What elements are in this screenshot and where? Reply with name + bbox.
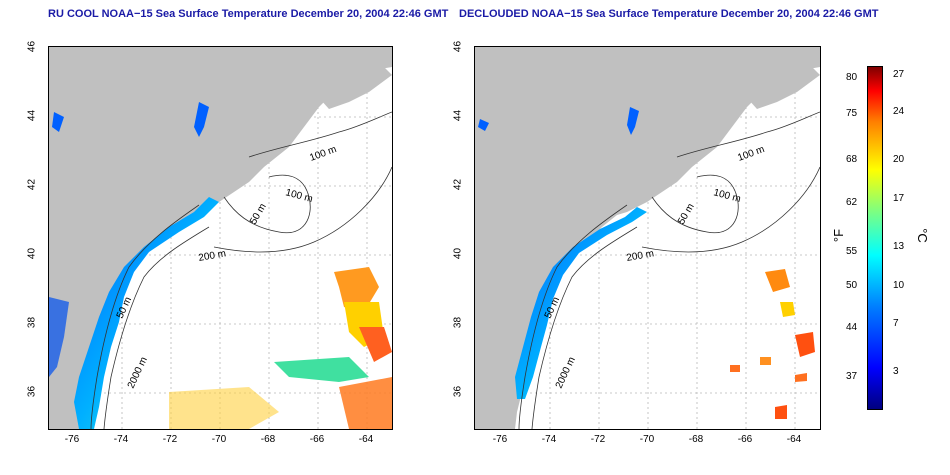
lat-tick: 44 (26, 109, 38, 122)
contour-label-100a: 100 m (736, 144, 766, 164)
colorbar-f-tick: 75 (846, 108, 858, 119)
lat-tick: 42 (26, 178, 38, 191)
fahrenheit-unit-label: °F (831, 228, 847, 243)
lat-tick: 46 (452, 40, 464, 53)
colorbar-f-tick: 68 (846, 154, 858, 165)
lon-tick: -68 (260, 434, 276, 445)
lon-tick: -72 (590, 434, 606, 445)
lon-tick: -70 (639, 434, 655, 445)
temperature-colorbar (867, 66, 883, 410)
right-map-graphic: 100 m 100 m 50 m 200 m 50 m 2000 m (475, 47, 820, 429)
lon-tick: -68 (688, 434, 704, 445)
lon-tick: -76 (64, 434, 80, 445)
colorbar-c-tick: 7 (893, 318, 899, 329)
lat-tick: 38 (26, 316, 38, 329)
colorbar-f-tick: 80 (846, 72, 858, 83)
lon-tick: -66 (737, 434, 753, 445)
celsius-unit-label: °C (914, 228, 930, 243)
colorbar-c-tick: 27 (893, 69, 905, 80)
contour-label-100b: 100 m (712, 187, 742, 205)
lat-tick: 36 (26, 385, 38, 398)
contour-label-50a: 50 m (248, 202, 269, 227)
lon-tick: -74 (541, 434, 557, 445)
contour-label-100a: 100 m (308, 144, 338, 164)
left-sst-map: 100 m 100 m 50 m 200 m 50 m 2000 m (48, 46, 393, 430)
warm-eddy (334, 267, 379, 312)
lon-tick: -64 (358, 434, 374, 445)
colorbar-f-tick: 44 (846, 322, 858, 333)
left-map-graphic: 100 m 100 m 50 m 200 m 50 m 2000 m (49, 47, 392, 429)
contour-label-200: 200 m (626, 248, 655, 264)
contour-label-2000: 2000 m (554, 355, 578, 390)
colorbar-f-tick: 62 (846, 197, 858, 208)
colorbar-f-tick: 50 (846, 280, 858, 291)
contour-label-2000: 2000 m (126, 355, 150, 390)
lon-tick: -76 (492, 434, 508, 445)
lon-tick: -64 (786, 434, 802, 445)
land-mass (49, 47, 392, 429)
contour-label-200: 200 m (198, 248, 227, 264)
warm-eddy (765, 269, 790, 292)
lon-tick: -70 (211, 434, 227, 445)
colorbar-f-tick: 37 (846, 371, 858, 382)
right-map-title: DECLOUDED NOAA−15 Sea Surface Temperatur… (459, 8, 879, 20)
lon-tick: -72 (162, 434, 178, 445)
contour-label-50a: 50 m (676, 202, 697, 227)
lat-tick: 40 (26, 247, 38, 260)
land-mass (475, 47, 820, 429)
lat-tick: 42 (452, 178, 464, 191)
lon-tick: -74 (113, 434, 129, 445)
colorbar-c-tick: 13 (893, 241, 905, 252)
colorbar-c-tick: 3 (893, 366, 899, 377)
lat-tick: 44 (452, 109, 464, 122)
colorbar-c-tick: 24 (893, 106, 905, 117)
colorbar-c-tick: 17 (893, 193, 905, 204)
lat-tick: 36 (452, 385, 464, 398)
left-map-title: RU COOL NOAA−15 Sea Surface Temperature … (48, 8, 449, 20)
lat-tick: 38 (452, 316, 464, 329)
colorbar-c-tick: 20 (893, 154, 905, 165)
right-sst-map: 100 m 100 m 50 m 200 m 50 m 2000 m (474, 46, 821, 430)
colorbar-c-tick: 10 (893, 280, 905, 291)
contour-label-100b: 100 m (284, 187, 314, 205)
lat-tick: 40 (452, 247, 464, 260)
sst-shelf-band (515, 207, 647, 399)
lon-tick: -66 (309, 434, 325, 445)
sst-shelf-band (74, 197, 219, 429)
colorbar-f-tick: 55 (846, 246, 858, 257)
lat-tick: 46 (26, 40, 38, 53)
